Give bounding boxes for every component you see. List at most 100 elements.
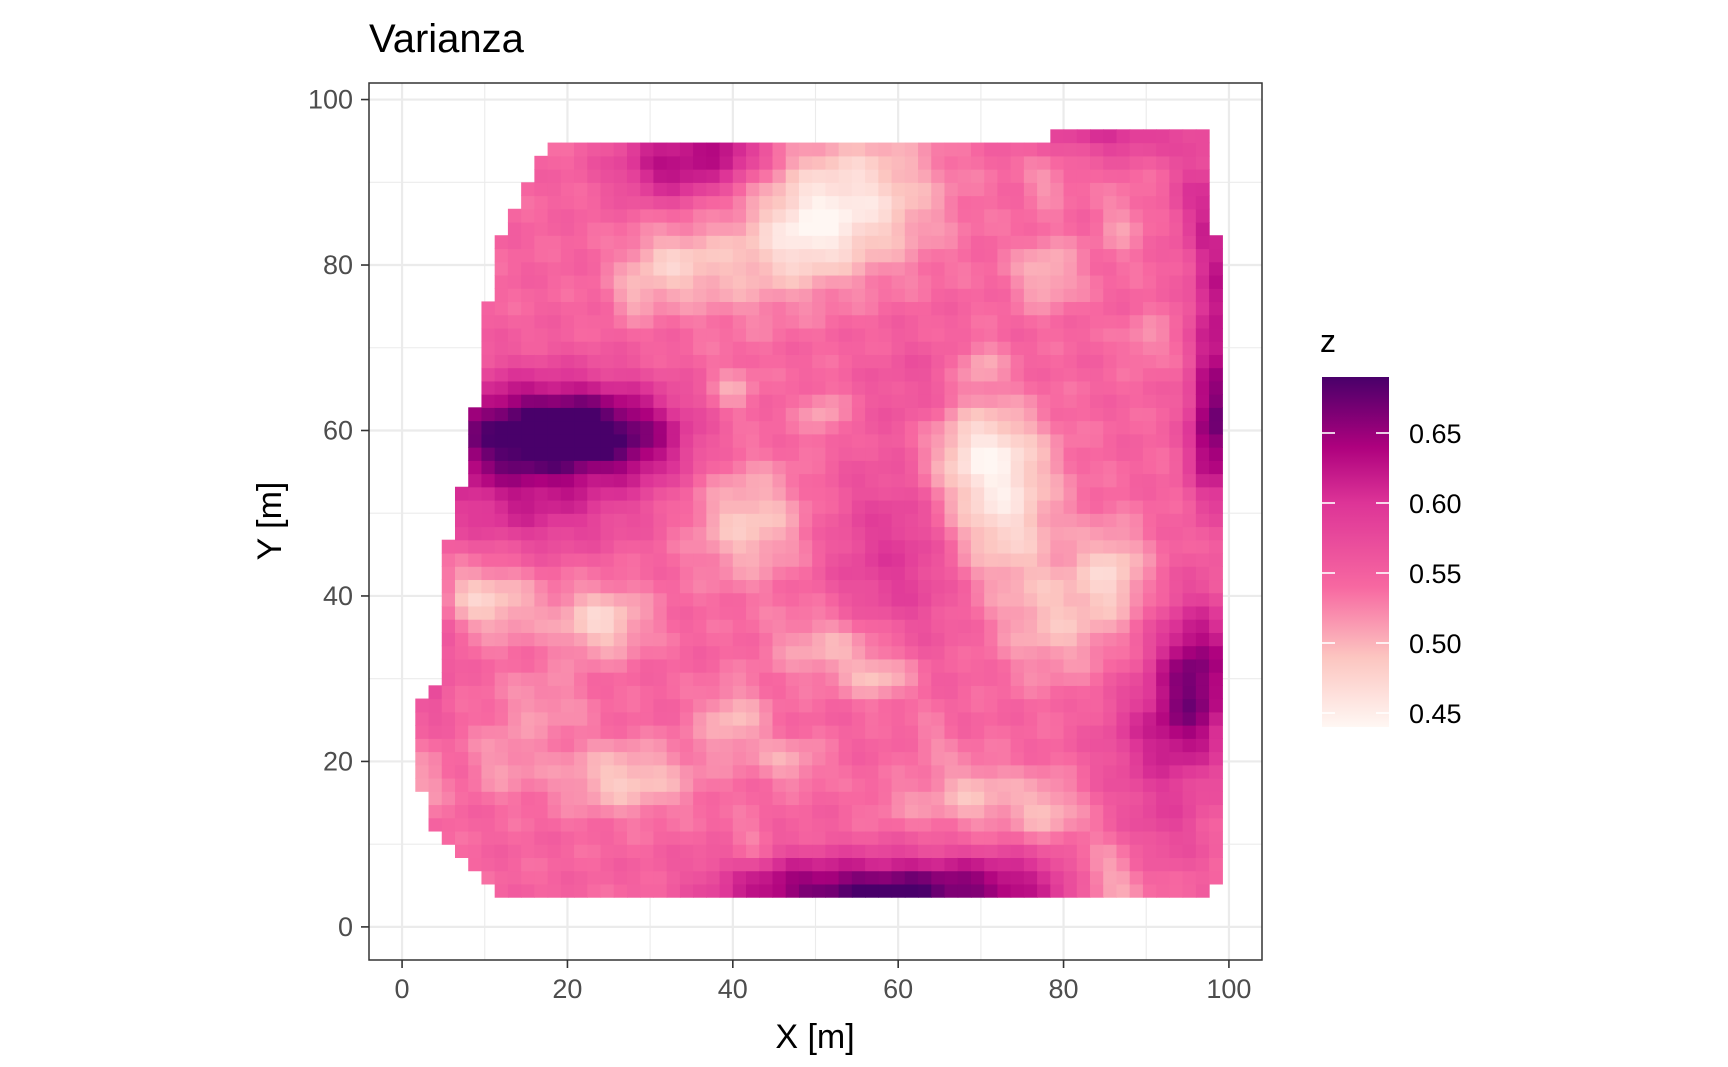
heatmap-cell [732,579,747,594]
heatmap-cell [468,698,483,713]
heatmap-cell [878,473,893,488]
heatmap-cell [798,605,813,620]
heatmap-cell [785,605,800,620]
heatmap-cell [719,566,734,581]
heatmap-cell [772,830,787,845]
heatmap-cell [957,407,972,422]
heatmap-cell [785,830,800,845]
heatmap-cell [798,751,813,766]
heatmap-cell [547,526,562,541]
heatmap-cell [481,407,496,422]
heatmap-cell [772,579,787,594]
heatmap-cell [759,235,774,250]
heatmap-cell [1010,155,1025,170]
heatmap-cell [1129,711,1144,726]
heatmap-cell [574,420,588,435]
heatmap-cell [613,195,628,210]
heatmap-cell [534,367,549,382]
heatmap-cell [1182,566,1197,581]
heatmap-cell [547,658,562,673]
heatmap-cell [997,394,1012,408]
heatmap-cell [693,235,707,250]
heatmap-cell [931,764,946,779]
heatmap-cell [812,261,827,276]
heatmap-cell [851,777,866,792]
heatmap-cell [693,169,707,183]
heatmap-cell [970,738,985,753]
heatmap-cell [904,420,919,435]
heatmap-cell [812,830,827,845]
heatmap-cell [560,195,575,210]
heatmap-cell [944,870,959,885]
heatmap-cell [507,341,522,355]
heatmap-cell [1103,182,1118,197]
heatmap-cell [865,566,879,581]
heatmap-cell [719,169,734,183]
heatmap-cell [812,619,827,633]
heatmap-cell [918,711,932,726]
heatmap-cell [1209,301,1223,316]
heatmap-cell [878,380,893,395]
heatmap-cell [865,367,879,382]
heatmap-cell [970,367,985,382]
heatmap-cell [957,288,972,303]
heatmap-cell [481,658,496,673]
heatmap-cell [626,235,641,250]
heatmap-cell [1116,857,1131,872]
heatmap-cell [521,394,535,408]
heatmap-cell [825,195,840,210]
heatmap-cell [1063,725,1078,739]
heatmap-cell [1063,301,1078,316]
heatmap-cell [812,685,827,700]
heatmap-cell [1090,499,1104,514]
heatmap-cell [1129,195,1144,210]
heatmap-cell [918,499,932,514]
heatmap-cell [997,711,1012,726]
heatmap-cell [1063,222,1078,236]
heatmap-cell [626,870,641,885]
heatmap-cell [1195,857,1210,872]
heatmap-cell [931,447,946,461]
heatmap-cell [772,539,787,554]
heatmap-cell [732,857,747,872]
heatmap-cell [640,883,655,898]
heatmap-cell [970,883,985,898]
heatmap-cell [1037,301,1051,316]
heatmap-cell [1182,327,1197,342]
heatmap-cell [931,222,946,236]
heatmap-cell [878,248,893,263]
heatmap-cell [626,460,641,475]
heatmap-cell [1050,486,1065,501]
heatmap-cell [534,817,549,832]
heatmap-cell [957,235,972,250]
heatmap-cell [838,513,853,528]
heatmap-cell [679,486,694,501]
heatmap-cell [706,592,721,607]
heatmap-cell [706,579,721,594]
heatmap-cell [838,208,853,223]
heatmap-cell [481,486,496,501]
heatmap-cell [1169,301,1184,316]
heatmap-cell [481,619,496,633]
heatmap-cell [812,394,827,408]
heatmap-cell [1103,658,1118,673]
heatmap-cell [812,380,827,395]
heatmap-cell [719,341,734,355]
heatmap-cell [759,751,774,766]
heatmap-cell [679,288,694,303]
heatmap-cell [1076,447,1091,461]
heatmap-cell [706,314,721,329]
heatmap-cell [1129,619,1144,633]
heatmap-cell [454,658,469,673]
heatmap-cell [878,314,893,329]
heatmap-cell [957,844,972,859]
heatmap-cell [494,288,509,303]
heatmap-cell [494,460,509,475]
heatmap-cell [1010,552,1025,567]
heatmap-cell [772,486,787,501]
heatmap-cell [812,883,827,898]
heatmap-cell [1023,513,1038,528]
heatmap-cell [785,274,800,289]
heatmap-cell [772,420,787,435]
heatmap-cell [931,685,946,700]
